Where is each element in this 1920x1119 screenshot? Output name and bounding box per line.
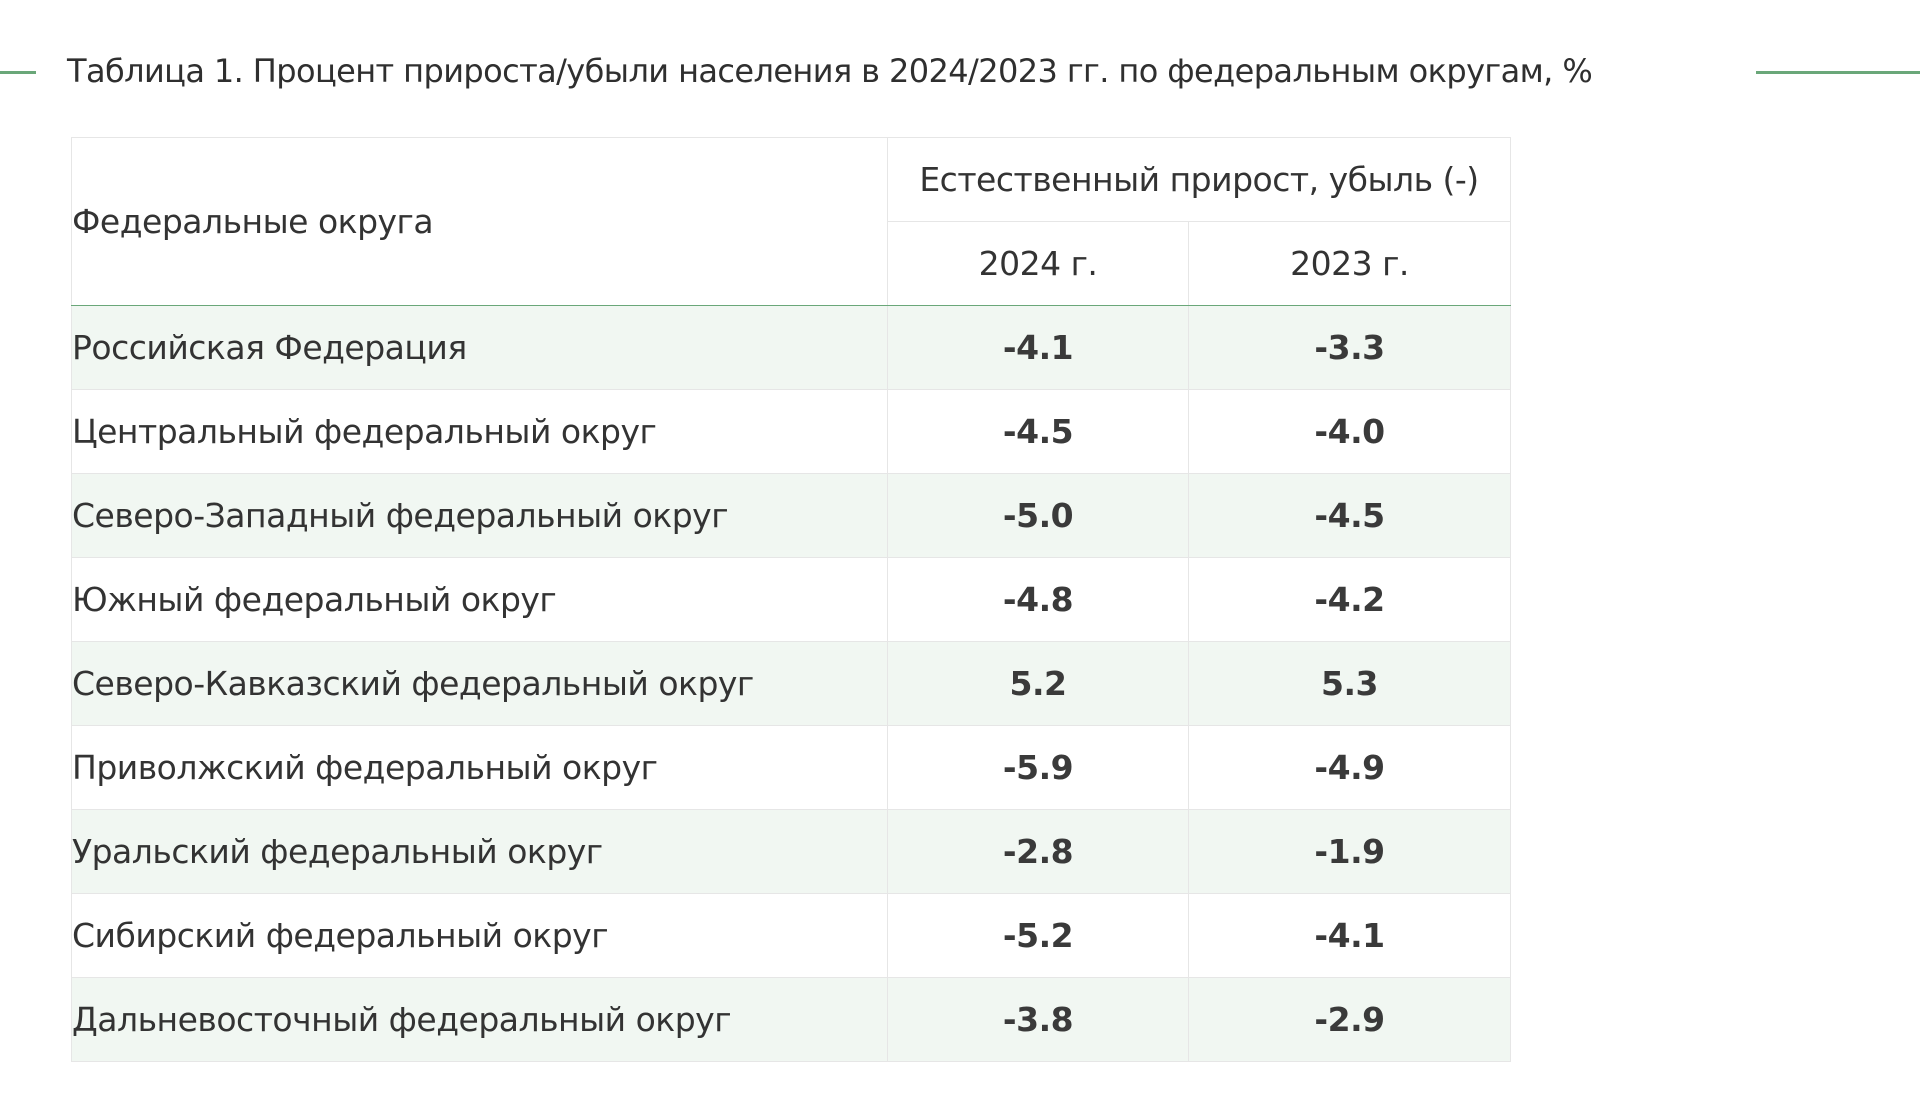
value-2023-cell: -4.1 [1187, 893, 1512, 978]
value-2023-cell: -4.9 [1187, 725, 1512, 810]
header-row-years: 2024 г. 2023 г. [72, 221, 1512, 306]
caption-rule-left [0, 71, 36, 74]
table-row: Приволжский федеральный округ -5.9 -4.9 [71, 725, 1512, 810]
value-2024-cell: -4.5 [887, 389, 1189, 474]
table-row: Российская Федерация -4.1 -3.3 [71, 305, 1512, 390]
table-row: Сибирский федеральный округ -5.2 -4.1 [71, 893, 1512, 978]
table-title: Таблица 1. Процент прироста/убыли населе… [67, 52, 1593, 90]
region-name-cell: Южный федеральный округ [71, 557, 888, 642]
region-name-cell: Северо-Кавказский федеральный округ [71, 641, 888, 726]
value-2023-cell: -3.3 [1187, 305, 1512, 390]
value-2023-cell: 5.3 [1187, 641, 1512, 726]
value-2024-cell: 5.2 [887, 641, 1189, 726]
table-body: Российская Федерация -4.1 -3.3 Центральный … [71, 305, 1512, 1062]
value-2023-cell: -4.2 [1187, 557, 1512, 642]
value-2024-cell: -5.2 [887, 893, 1189, 978]
table-row: Центральный федеральный округ -4.5 -4.0 [71, 389, 1512, 474]
region-name-cell: Уральский федеральный округ [71, 809, 888, 894]
table-row: Южный федеральный округ -4.8 -4.2 [71, 557, 1512, 642]
value-2024-cell: -2.8 [887, 809, 1189, 894]
year-2024-header: 2024 г. [887, 221, 1189, 306]
value-2024-cell: -4.1 [887, 305, 1189, 390]
value-2024-cell: -3.8 [887, 977, 1189, 1062]
population-change-table: Федеральные округа Естественный прирост,… [71, 137, 1512, 1062]
natural-growth-header: Естественный прирост, убыль (-) [886, 137, 1512, 222]
year-2023-header: 2023 г. [1187, 221, 1512, 306]
table-header: Федеральные округа Естественный прирост,… [71, 137, 1512, 306]
value-2024-cell: -4.8 [887, 557, 1189, 642]
value-2024-cell: -5.0 [887, 473, 1189, 558]
value-2023-cell: -1.9 [1187, 809, 1512, 894]
region-name-cell: Дальневосточный федеральный округ [71, 977, 888, 1062]
region-name-cell: Северо-Западный федеральный округ [71, 473, 888, 558]
table-row: Северо-Кавказский федеральный округ 5.2 5.… [71, 641, 1512, 726]
region-column-header: Федеральные округа [71, 137, 888, 306]
value-2024-cell: -5.9 [887, 725, 1189, 810]
region-name-cell: Приволжский федеральный округ [71, 725, 888, 810]
value-2023-cell: -4.5 [1187, 473, 1512, 558]
region-name-cell: Российская Федерация [71, 305, 888, 390]
table-row: Северо-Западный федеральный округ -5.0 -4.… [71, 473, 1512, 558]
region-name-cell: Сибирский федеральный округ [71, 893, 888, 978]
value-2023-cell: -2.9 [1187, 977, 1512, 1062]
caption-rule-right [1756, 71, 1920, 74]
header-row-group: Федеральные округа Естественный прирост,… [71, 137, 1512, 306]
table-caption: Таблица 1. Процент прироста/убыли населе… [0, 46, 1920, 96]
table-row: Дальневосточный федеральный округ -3.8 -2.… [71, 977, 1512, 1062]
value-2023-cell: -4.0 [1187, 389, 1512, 474]
region-name-cell: Центральный федеральный округ [71, 389, 888, 474]
table-row: Уральский федеральный округ -2.8 -1.9 [71, 809, 1512, 894]
